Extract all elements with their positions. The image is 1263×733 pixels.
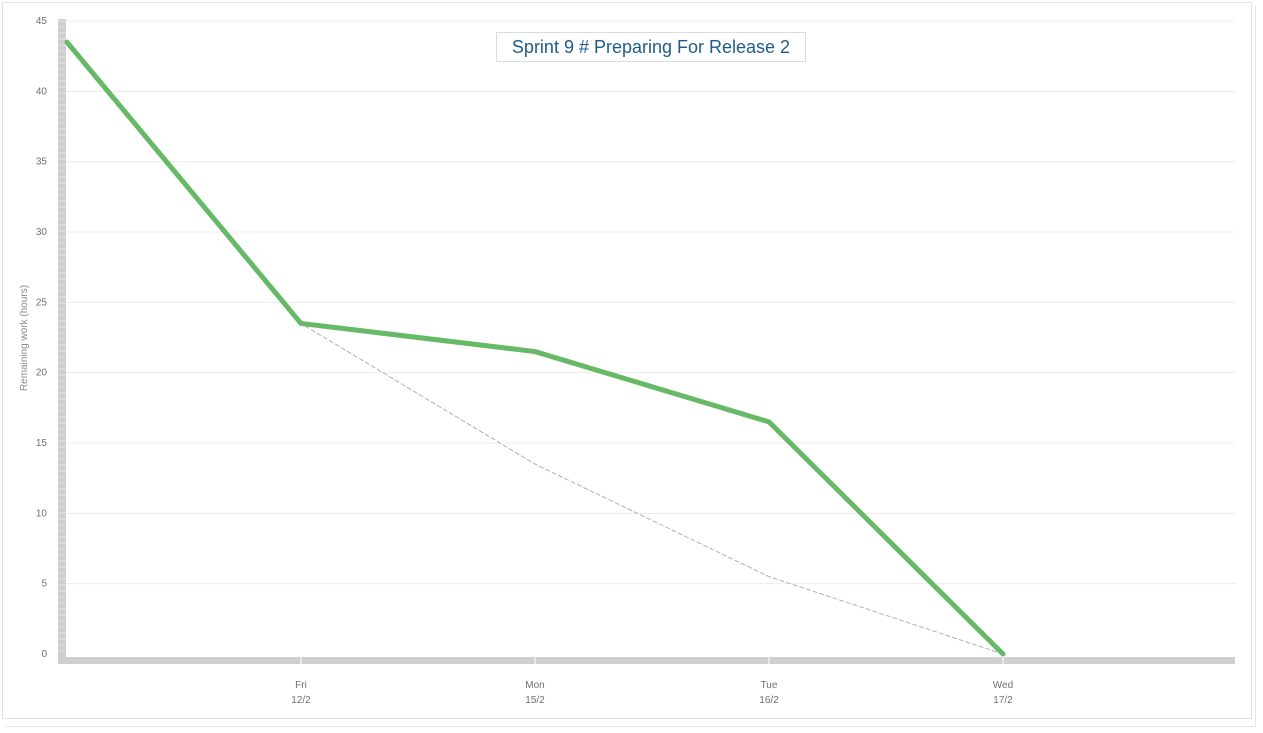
x-axis-bar [58, 657, 1235, 664]
y-tick-label: 25 [36, 297, 48, 308]
ideal-trend-line [66, 41, 1004, 655]
x-tick-day: Wed [993, 680, 1013, 691]
y-tick-labels: 0 5 10 15 20 25 30 35 40 45 [36, 16, 48, 660]
y-tick-label: 30 [36, 227, 48, 238]
grid-lines [66, 20, 1235, 585]
y-axis-label: Remaining work (hours) [19, 285, 30, 391]
y-tick-label: 0 [41, 649, 47, 660]
x-tick-day: Fri [295, 680, 307, 691]
frame-shadow [6, 6, 1256, 727]
series-lines [64, 39, 1006, 657]
x-tick-date: 15/2 [525, 695, 545, 706]
chart-frame [2, 2, 1252, 719]
y-tick-label: 20 [36, 368, 48, 379]
chart-title: Sprint 9 # Preparing For Release 2 [496, 32, 806, 62]
y-tick-label: 5 [41, 579, 47, 590]
y-tick-label: 40 [36, 86, 48, 97]
remaining-work-line [64, 39, 1006, 657]
axes [58, 19, 1235, 667]
x-tick-labels: Fri 12/2 Mon 15/2 Tue 16/2 Wed 17/2 [291, 680, 1013, 706]
x-tick-date: 17/2 [993, 695, 1013, 706]
y-tick-label: 35 [36, 157, 48, 168]
x-tick-day: Mon [525, 680, 544, 691]
y-tick-label: 45 [36, 16, 48, 27]
x-tick-date: 16/2 [759, 695, 779, 706]
x-tick-day: Tue [761, 680, 778, 691]
y-axis-bar [58, 19, 66, 664]
y-tick-label: 10 [36, 508, 48, 519]
y-tick-label: 15 [36, 438, 48, 449]
x-tick-date: 12/2 [291, 695, 311, 706]
